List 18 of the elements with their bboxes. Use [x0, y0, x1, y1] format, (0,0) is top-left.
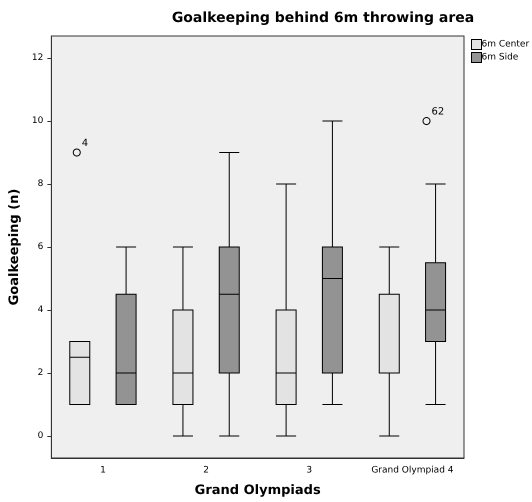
chart-title: Goalkeeping behind 6m throwing area — [172, 10, 474, 26]
x-tick-label: 2 — [203, 466, 209, 476]
y-tick-label: 6 — [38, 242, 44, 252]
annotation: 62 — [432, 106, 444, 118]
x-tick-label: 3 — [306, 466, 312, 476]
x-tick-label: Grand Olympiad 4 — [371, 466, 454, 476]
y-tick-label: 0 — [38, 430, 44, 441]
y-axis-title: Goalkeeping (n) — [7, 188, 22, 306]
y-tick-label: 12 — [32, 53, 44, 64]
y-tick-label: 2 — [38, 368, 44, 378]
legend-label: 6m Center — [482, 40, 530, 50]
legend-label: 6m Side — [482, 52, 519, 62]
annotation: 4 — [82, 138, 88, 150]
x-tick-label: 1 — [100, 466, 106, 476]
y-tick-label: 4 — [38, 304, 44, 315]
y-tick-label: 8 — [38, 179, 44, 190]
x-axis-title: Grand Olympiads — [194, 483, 321, 498]
y-tick-label: 10 — [32, 116, 44, 126]
